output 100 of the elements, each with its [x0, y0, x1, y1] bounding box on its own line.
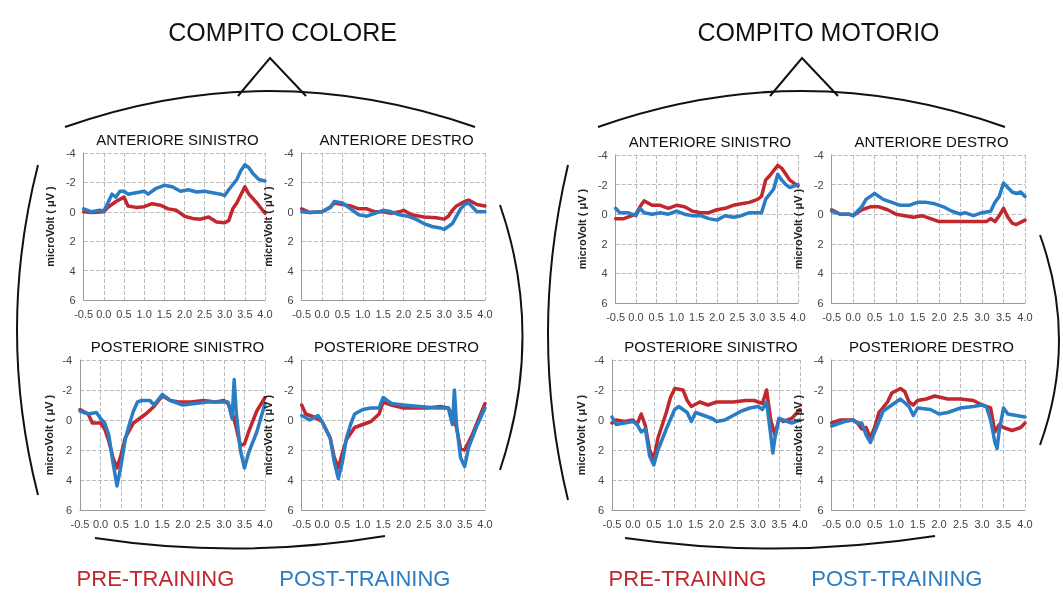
x-tick-label: 3.0 [217, 307, 233, 320]
y-tick-label: 2 [597, 444, 604, 456]
y-tick-label: -4 [62, 354, 72, 366]
x-tick-label: 3.5 [995, 310, 1012, 323]
x-tick-label: 2.0 [931, 310, 947, 323]
y-tick-label: 6 [817, 504, 824, 516]
y-tick-label: 2 [287, 235, 294, 248]
y-tick-label: 4 [287, 264, 294, 277]
x-tick-label: -0.5 [822, 310, 842, 323]
y-tick-label: -2 [813, 384, 824, 396]
y-tick-label: -2 [597, 178, 608, 191]
x-tick-label: 3.0 [974, 517, 990, 530]
x-tick-label: 4.0 [792, 517, 808, 530]
y-tick-label: 6 [287, 504, 294, 516]
x-tick-label: 1.0 [355, 307, 371, 320]
y-tick-label: 6 [69, 294, 76, 306]
y-tick-label: -2 [283, 176, 294, 189]
x-tick-label: 0.0 [314, 307, 330, 320]
x-tick-label: 3.5 [456, 517, 473, 530]
x-tick-label: 0.5 [334, 517, 351, 530]
line-series [829, 181, 1027, 218]
x-tick-label: 4.0 [477, 307, 493, 320]
y-tick-label: 0 [287, 205, 294, 218]
x-tick-label: 2.0 [931, 517, 947, 530]
y-axis-title: microVolt ( μV ) [575, 188, 588, 270]
y-axis-title: microVolt ( μV ) [42, 394, 55, 476]
y-tick-label: 4 [601, 267, 608, 280]
y-tick-label: 4 [65, 474, 72, 486]
x-tick-label: 4.0 [477, 517, 493, 530]
y-tick-label: -2 [62, 384, 72, 396]
y-axis-title: microVolt ( μV ) [791, 188, 804, 270]
y-axis-title: microVolt ( μV ) [261, 394, 274, 476]
x-tick-label: 0.0 [314, 517, 330, 530]
y-axis-title: microVolt ( μV ) [791, 394, 804, 476]
x-tick-label: 0.5 [116, 307, 132, 320]
x-tick-label: 2.5 [196, 307, 213, 320]
x-tick-label: -0.5 [292, 307, 312, 320]
x-tick-label: 2.5 [952, 517, 969, 530]
y-tick-label: -4 [594, 354, 604, 366]
y-tick-label: 2 [287, 444, 294, 456]
x-tick-label: 1.0 [668, 310, 685, 323]
y-tick-label: 6 [817, 297, 824, 309]
x-tick-label: 3.5 [236, 517, 253, 530]
line-series [299, 388, 487, 481]
x-tick-label: 3.5 [771, 517, 787, 530]
x-tick-label: 2.5 [416, 517, 432, 530]
x-tick-label: 2.0 [175, 517, 191, 530]
x-tick-label: 1.0 [667, 517, 683, 530]
y-tick-label: 0 [287, 414, 294, 426]
text: POST-TRAINING [279, 565, 451, 591]
y-tick-label: -2 [594, 384, 604, 396]
y-tick-label: 6 [287, 294, 294, 306]
x-tick-label: 3.5 [237, 307, 253, 320]
chart-title: POSTERIORE SINISTRO [90, 338, 265, 355]
y-tick-label: 4 [287, 474, 294, 486]
line-series [829, 397, 1027, 451]
x-tick-label: 1.5 [909, 310, 926, 323]
y-axis-title: microVolt ( μV ) [43, 185, 56, 267]
x-tick-label: 0.5 [334, 307, 351, 320]
y-tick-label: -2 [65, 176, 76, 189]
x-tick-label: 0.0 [92, 517, 109, 530]
x-tick-label: -0.5 [602, 517, 622, 530]
x-tick-label: 4.0 [1017, 517, 1033, 530]
x-tick-label: 0.0 [845, 310, 861, 323]
x-tick-label: 0.0 [625, 517, 641, 530]
y-tick-label: 4 [597, 474, 604, 486]
x-tick-label: 4.0 [790, 310, 806, 323]
x-tick-label: 4.0 [257, 517, 273, 530]
x-tick-label: 3.0 [750, 517, 766, 530]
chart-title: POSTERIORE DESTRO [313, 338, 480, 355]
y-tick-label: 6 [597, 504, 604, 516]
x-tick-label: 1.0 [136, 307, 152, 320]
x-tick-label: 0.5 [866, 310, 883, 323]
y-tick-label: -4 [65, 147, 76, 159]
x-tick-label: 3.0 [436, 517, 452, 530]
x-tick-label: -0.5 [70, 517, 90, 530]
chart-title: ANTERIORE SINISTRO [96, 131, 259, 148]
y-tick-label: 2 [69, 235, 76, 248]
x-tick-label: 0.5 [866, 517, 883, 530]
text: PRE-TRAINING [76, 565, 235, 591]
text: COMPITO MOTORIO [697, 18, 940, 47]
y-tick-label: -4 [283, 354, 294, 366]
x-tick-label: 3.5 [456, 307, 473, 320]
chart-title: POSTERIORE DESTRO [848, 338, 1015, 355]
x-tick-label: -0.5 [292, 517, 312, 530]
x-tick-label: 3.5 [770, 310, 786, 323]
x-tick-label: 1.0 [888, 310, 904, 323]
x-tick-label: 0.0 [845, 517, 861, 530]
x-tick-label: 2.0 [709, 310, 725, 323]
x-tick-label: 2.0 [708, 517, 725, 530]
y-axis-title: microVolt ( μV ) [574, 394, 587, 476]
chart-title: ANTERIORE DESTRO [319, 131, 474, 148]
text: PRE-TRAINING [608, 565, 767, 591]
y-tick-label: 0 [65, 414, 72, 426]
x-tick-label: 0.5 [113, 517, 129, 530]
y-tick-label: 2 [817, 444, 824, 456]
x-tick-label: -0.5 [606, 310, 626, 323]
x-tick-label: 3.0 [216, 517, 232, 530]
y-tick-label: -4 [597, 149, 608, 161]
x-tick-label: 1.5 [909, 517, 926, 530]
